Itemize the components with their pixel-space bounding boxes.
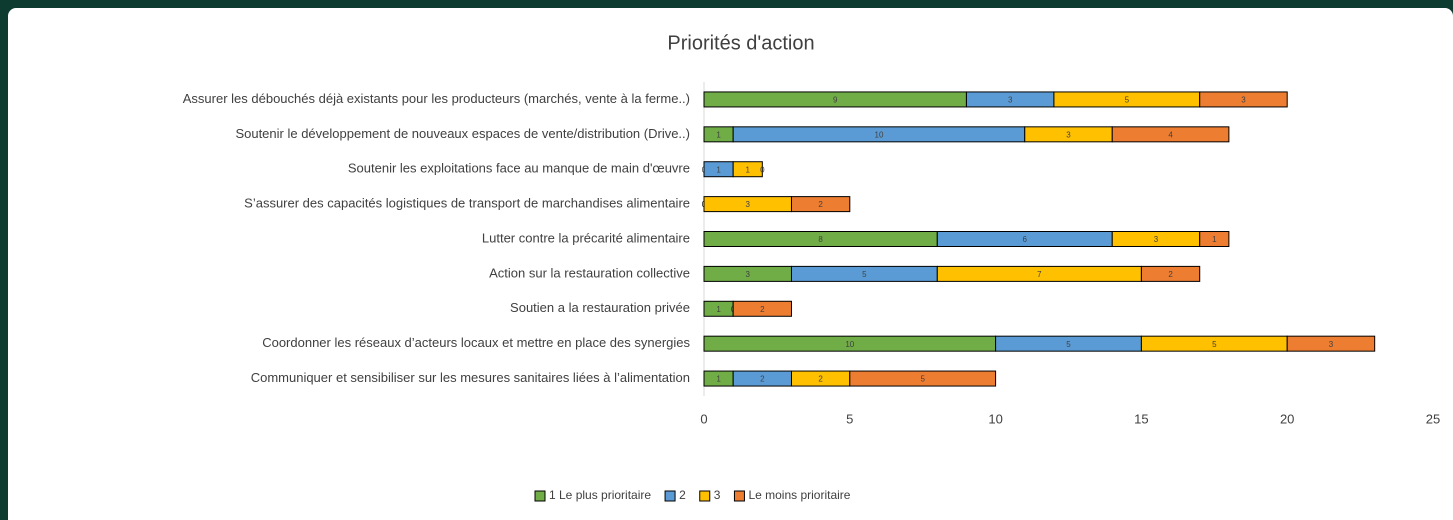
data-label: 2 [1168,270,1173,279]
bar-segment [1140,265,1201,282]
y-tick-label: Assurer les débouchés déjà existants pou… [183,91,690,106]
data-label: 6 [1023,235,1028,244]
y-tick-label: Communiquer et sensibiliser sur les mesu… [251,370,690,385]
bar-segment [1199,231,1230,247]
y-tick-label: S’assurer des capacités logistiques de t… [244,196,690,211]
legend-label: Le moins prioritaire [748,488,850,502]
data-label: 1 [716,375,721,384]
data-label: 1 [716,305,721,314]
data-label: 3 [1154,235,1159,244]
legend-label: 1 Le plus prioritaire [549,488,651,502]
chart-title: Priorités d'action [667,32,814,54]
bar-segment [790,196,851,213]
data-label: 10 [845,340,854,349]
x-tick-label: 20 [1280,411,1294,426]
data-label: 3 [1329,340,1334,349]
data-label: 5 [1066,340,1071,349]
x-tick-label: 15 [1134,411,1148,426]
data-label: 3 [1241,96,1246,105]
bar-segment [732,300,792,317]
bar-segment [849,370,997,387]
bar-segment [1199,91,1288,108]
legend-swatch [699,490,711,502]
legend-swatch [733,490,745,502]
y-tick-label: Coordonner les réseaux d’acteurs locaux … [262,335,690,350]
data-label: 2 [760,375,765,384]
data-label: 8 [818,235,823,244]
y-tick-label: Soutien a la restauration privée [510,300,690,315]
data-label: 5 [920,375,925,384]
data-label: 3 [1066,130,1071,139]
x-tick-label: 25 [1426,411,1440,426]
data-label: 2 [818,375,823,384]
x-tick-label: 0 [700,411,707,426]
legend-swatch [534,490,546,502]
x-tick-label: 5 [846,411,853,426]
data-label: 5 [862,270,867,279]
panel [8,8,1453,520]
data-label: 5 [1125,96,1130,105]
data-label: 3 [746,200,751,209]
data-label: 7 [1037,270,1042,279]
bar-segment [1111,126,1230,143]
data-label: 2 [760,305,765,314]
bar-segment [1286,335,1376,352]
data-label: 10 [875,130,884,139]
data-label: 3 [1008,96,1013,105]
y-tick-label: Lutter contre la précarité alimentaire [482,230,690,245]
data-label: 2 [818,200,823,209]
y-tick-label: Soutenir les exploitations face au manqu… [348,161,690,176]
data-label: 3 [746,270,751,279]
legend-swatch [664,490,676,502]
y-tick-label: Action sur la restauration collective [489,265,690,280]
data-label: 5 [1212,340,1217,349]
x-tick-label: 10 [988,411,1002,426]
data-label: 9 [833,96,838,105]
bar-segment [732,161,763,178]
y-tick-label: Soutenir le développement de nouveaux es… [235,126,690,141]
data-label: 1 [716,165,721,174]
legend-label: 2 [679,488,686,502]
data-label: 1 [716,130,721,139]
data-label: 1 [1212,235,1217,244]
data-label: 4 [1168,130,1173,139]
data-label: 1 [746,165,751,174]
legend-label: 3 [714,488,721,502]
data-label: 0 [760,165,765,174]
